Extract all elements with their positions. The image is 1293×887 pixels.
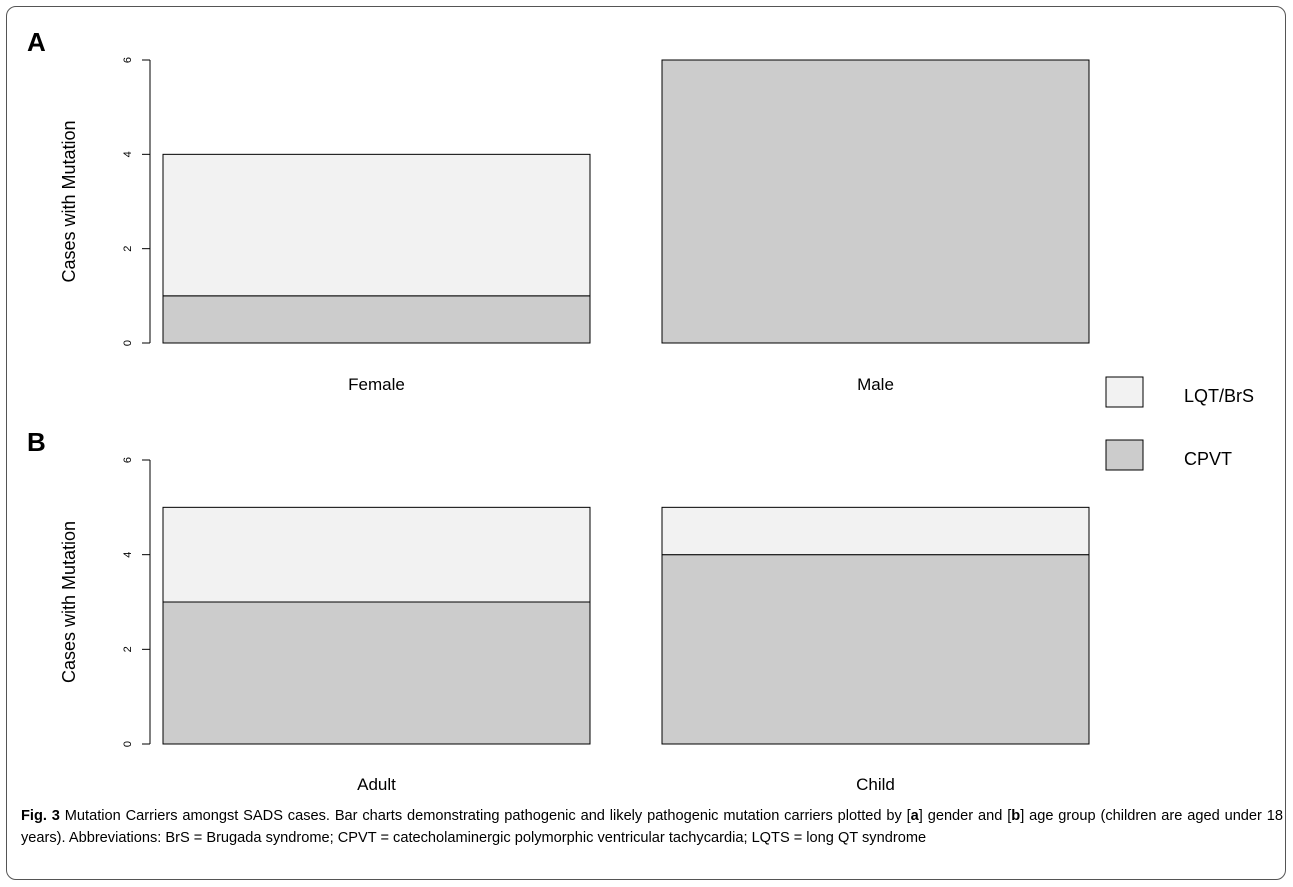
y-tick-label: 2 [122,246,134,252]
y-tick-label: 2 [122,646,134,652]
caption-text-1: Mutation Carriers amongst SADS cases. Ba… [59,808,911,824]
category-label-child: Child [856,775,895,794]
bar-adult-cpvt [162,601,591,745]
panel-letter-A: A [27,27,46,57]
legend-label-cpvt: CPVT [1184,449,1232,469]
caption-text-3: ] age group (children are aged under 18 … [21,808,1283,846]
caption-ref-a: a [910,808,919,824]
bar-female-lqtbrs [162,153,591,297]
category-label-adult: Adult [357,775,396,794]
y-tick-label: 0 [122,340,134,346]
figure-frame: A 0 2 4 6 Cases with Mutation Female Male B 0 2 4 6 C… [6,6,1286,880]
y-axis-title: Cases with Mutation [59,120,79,282]
panel-letter-B: B [27,427,46,457]
bar-female-cpvt [162,295,591,344]
figure-chart: A 0 2 4 6 Cases with Mutation Female Male B 0 2 4 6 C… [27,27,1254,794]
y-tick-label: 6 [122,457,134,463]
legend-label-lqtbrs: LQT/BrS [1184,386,1254,406]
category-label-female: Female [348,375,405,394]
y-axis-title: Cases with Mutation [59,521,79,683]
legend-swatch-lqtbrs [1105,376,1144,408]
category-label-male: Male [857,375,894,394]
caption-text-2: ] gender and [ [918,808,1012,824]
figure-caption: Fig. 3 Mutation Carriers amongst SADS ca… [21,805,1283,849]
bar-male-cpvt [661,59,1090,344]
caption-fig-label: Fig. 3 [21,808,60,824]
bar-child-lqtbrs [661,506,1090,556]
bar-child-cpvt [661,554,1090,745]
y-tick-label: 0 [122,741,134,747]
caption-ref-b: b [1011,808,1021,824]
y-tick-label: 4 [122,552,134,558]
bar-adult-lqtbrs [162,506,591,603]
y-tick-label: 6 [122,57,134,63]
legend-swatch-cpvt [1105,439,1144,471]
y-tick-label: 4 [122,151,134,157]
